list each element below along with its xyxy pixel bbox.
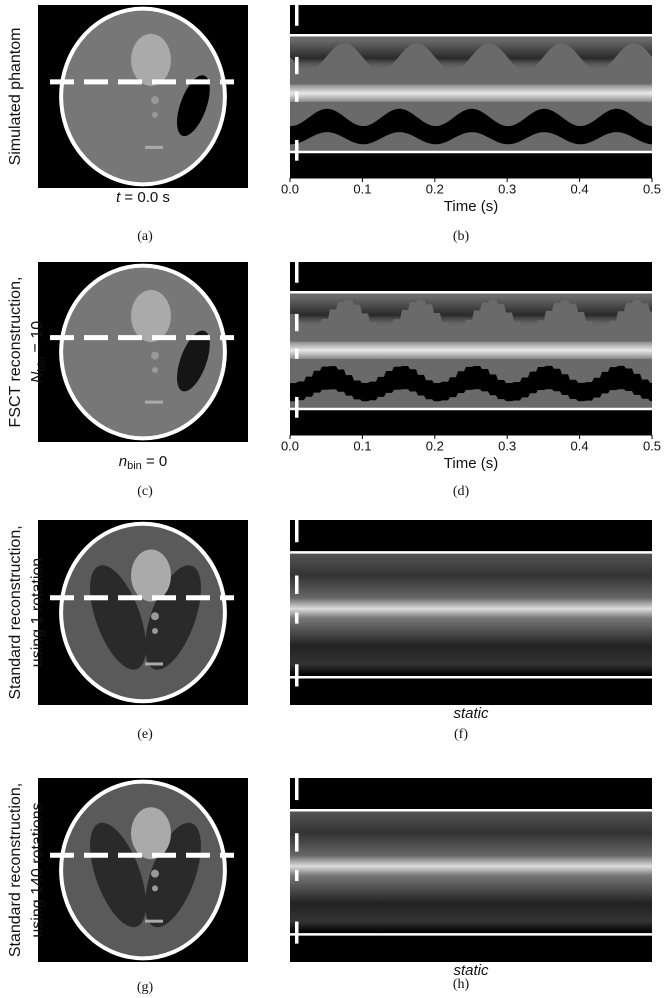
text-part: n bbox=[119, 453, 127, 470]
dash-marker bbox=[295, 576, 299, 595]
row-label: using 1 rotation bbox=[29, 558, 46, 667]
phantom-top bbox=[131, 550, 171, 602]
x-tick-label: 0.4 bbox=[571, 181, 589, 196]
text-part: = 10 bbox=[29, 321, 46, 357]
row-label: using 140 rotations bbox=[29, 802, 46, 937]
panel-letter: (a) bbox=[137, 229, 153, 244]
phantom-dot bbox=[152, 112, 158, 118]
phantom-dots bbox=[145, 401, 163, 404]
text-part: = 0 bbox=[142, 453, 167, 470]
phantom-dot bbox=[151, 612, 159, 620]
phantom-dot bbox=[151, 96, 159, 104]
panel-letter: (e) bbox=[137, 727, 153, 742]
panel-letter: (d) bbox=[453, 484, 470, 499]
panel-letter: (g) bbox=[137, 980, 154, 995]
phantom-skull bbox=[61, 524, 225, 702]
dash-marker bbox=[295, 57, 299, 74]
x-tick-label: 0.2 bbox=[426, 181, 444, 196]
phantom-dots bbox=[145, 146, 163, 149]
x-tick-label: 0.2 bbox=[426, 438, 444, 453]
phantom-top bbox=[131, 290, 171, 342]
row-label: Simulated phantom bbox=[7, 28, 24, 166]
x-tick-label: 0.5 bbox=[643, 438, 661, 453]
row-label: FSCT reconstruction, bbox=[7, 277, 24, 428]
dash-marker bbox=[295, 314, 299, 331]
dash-marker bbox=[295, 262, 299, 283]
panel-letter: (f) bbox=[454, 727, 468, 742]
phantom-dot bbox=[151, 352, 159, 360]
row-label: Nbin = 10 bbox=[29, 321, 48, 383]
panel-letter: (h) bbox=[453, 977, 470, 992]
x-tick-label: 0.4 bbox=[571, 438, 589, 453]
row-label: Standard reconstruction, bbox=[7, 525, 24, 699]
bright-band bbox=[290, 85, 652, 102]
dash-marker bbox=[295, 664, 299, 686]
x-tick-label: 0.0 bbox=[281, 438, 299, 453]
dash-marker bbox=[295, 922, 299, 944]
x-axis-title: Time (s) bbox=[444, 198, 498, 215]
phantom-dot bbox=[152, 885, 158, 891]
phantom-top bbox=[131, 34, 171, 86]
panel-letter: (b) bbox=[453, 229, 470, 244]
phantom-dot bbox=[151, 870, 159, 878]
dash-marker bbox=[295, 613, 299, 624]
dash-marker bbox=[295, 833, 299, 851]
text-part: bin bbox=[36, 357, 48, 372]
x-tick-label: 0.1 bbox=[353, 181, 371, 196]
phantom-dot bbox=[152, 367, 158, 373]
dash-marker bbox=[295, 397, 299, 418]
phantom-dots bbox=[145, 920, 163, 923]
dash-marker bbox=[295, 870, 299, 881]
dash-marker bbox=[295, 349, 299, 359]
phantom-skull bbox=[61, 782, 225, 959]
phantom-top bbox=[131, 807, 171, 859]
static-note: static bbox=[453, 705, 489, 722]
phantom-caption: t = 0.0 s bbox=[116, 189, 170, 206]
x-axis-title: Time (s) bbox=[444, 455, 498, 472]
figure: Simulated phantom t = 0.0 s 0.0 0.1 0.2 0.3 0.… bbox=[0, 0, 666, 998]
phantom-dot bbox=[152, 628, 158, 634]
text-part: = 0.0 s bbox=[120, 189, 170, 206]
dash-marker bbox=[295, 140, 299, 161]
phantom-dots bbox=[145, 662, 163, 665]
x-tick-label: 0.5 bbox=[643, 181, 661, 196]
x-tick-label: 0.3 bbox=[498, 181, 516, 196]
panel-letter: (c) bbox=[137, 484, 153, 499]
row-label: Standard reconstruction, bbox=[7, 783, 24, 957]
dash-marker bbox=[295, 778, 299, 800]
text-part: bin bbox=[127, 460, 142, 472]
phantom-caption: nbin = 0 bbox=[119, 453, 167, 472]
x-tick-label: 0.1 bbox=[353, 438, 371, 453]
text-part: N bbox=[29, 371, 46, 383]
x-tick-label: 0.3 bbox=[498, 438, 516, 453]
dash-marker bbox=[295, 92, 299, 102]
bright-band bbox=[290, 342, 652, 359]
dash-marker bbox=[295, 5, 299, 26]
dash-marker bbox=[295, 520, 299, 542]
x-tick-label: 0.0 bbox=[281, 181, 299, 196]
